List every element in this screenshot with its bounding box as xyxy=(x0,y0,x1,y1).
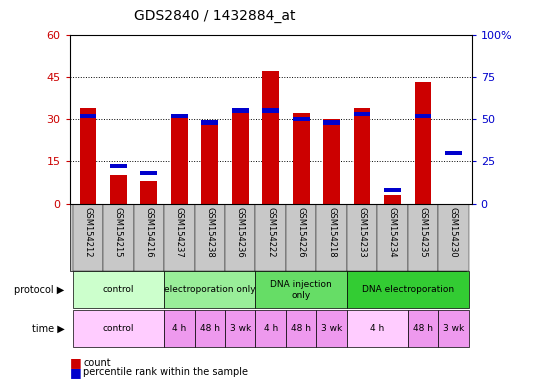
Text: GSM154235: GSM154235 xyxy=(419,207,427,258)
Bar xyxy=(347,310,408,347)
Text: 4 h: 4 h xyxy=(264,324,278,333)
Bar xyxy=(133,204,164,271)
Text: 4 h: 4 h xyxy=(370,324,384,333)
Text: GSM154222: GSM154222 xyxy=(266,207,275,257)
Bar xyxy=(347,271,468,308)
Bar xyxy=(293,117,309,121)
Text: 48 h: 48 h xyxy=(291,324,311,333)
Bar xyxy=(256,204,286,271)
Text: percentile rank within the sample: percentile rank within the sample xyxy=(83,367,248,377)
Text: GSM154215: GSM154215 xyxy=(114,207,123,257)
Bar xyxy=(202,120,218,124)
Bar xyxy=(110,164,127,169)
Bar xyxy=(377,204,408,271)
Bar xyxy=(316,204,347,271)
Bar xyxy=(408,310,438,347)
Bar xyxy=(286,310,316,347)
Bar xyxy=(316,310,347,347)
Bar xyxy=(256,271,347,308)
Bar xyxy=(354,108,370,204)
Bar xyxy=(262,109,279,113)
Text: 48 h: 48 h xyxy=(200,324,220,333)
Bar xyxy=(171,116,188,204)
Bar xyxy=(323,120,340,124)
Bar xyxy=(73,204,103,271)
Text: GSM154226: GSM154226 xyxy=(296,207,306,258)
Text: GSM154218: GSM154218 xyxy=(327,207,336,258)
Bar xyxy=(384,188,401,192)
Bar xyxy=(103,204,133,271)
Text: GSM154212: GSM154212 xyxy=(84,207,92,257)
Bar xyxy=(79,114,96,118)
Bar xyxy=(195,310,225,347)
Text: GSM154234: GSM154234 xyxy=(388,207,397,258)
Text: ■: ■ xyxy=(70,366,81,379)
Bar xyxy=(347,204,377,271)
Text: 3 wk: 3 wk xyxy=(321,324,342,333)
Bar xyxy=(110,175,127,204)
Text: GSM154230: GSM154230 xyxy=(449,207,458,258)
Bar xyxy=(293,113,309,204)
Text: count: count xyxy=(83,358,111,368)
Text: control: control xyxy=(103,285,134,295)
Text: GSM154216: GSM154216 xyxy=(144,207,153,258)
Text: protocol ▶: protocol ▶ xyxy=(14,285,64,295)
Text: 4 h: 4 h xyxy=(172,324,187,333)
Text: GSM154233: GSM154233 xyxy=(358,207,367,258)
Text: DNA injection
only: DNA injection only xyxy=(270,280,332,300)
Bar xyxy=(256,310,286,347)
Text: control: control xyxy=(103,324,134,333)
Bar xyxy=(384,195,401,204)
Bar xyxy=(414,114,431,118)
Bar xyxy=(225,310,256,347)
Bar xyxy=(445,151,462,155)
Bar xyxy=(262,71,279,204)
Bar xyxy=(286,204,316,271)
Bar xyxy=(354,112,370,116)
Bar xyxy=(164,271,256,308)
Bar xyxy=(171,114,188,118)
Text: GSM154238: GSM154238 xyxy=(205,207,214,258)
Bar xyxy=(202,122,218,204)
Bar xyxy=(73,271,164,308)
Bar xyxy=(140,181,157,204)
Text: 3 wk: 3 wk xyxy=(443,324,464,333)
Bar xyxy=(225,204,256,271)
Text: GSM154236: GSM154236 xyxy=(236,207,245,258)
Bar xyxy=(438,204,468,271)
Bar xyxy=(408,204,438,271)
Text: ■: ■ xyxy=(70,356,81,369)
Bar xyxy=(438,310,468,347)
Bar xyxy=(414,83,431,204)
Bar xyxy=(73,310,164,347)
Bar xyxy=(140,171,157,175)
Bar xyxy=(232,109,249,113)
Bar xyxy=(79,108,96,204)
Text: 3 wk: 3 wk xyxy=(229,324,251,333)
Bar xyxy=(164,204,195,271)
Text: 48 h: 48 h xyxy=(413,324,433,333)
Text: DNA electroporation: DNA electroporation xyxy=(362,285,454,295)
Text: GSM154237: GSM154237 xyxy=(175,207,184,258)
Bar xyxy=(195,204,225,271)
Bar xyxy=(232,108,249,204)
Text: time ▶: time ▶ xyxy=(32,323,64,333)
Text: electroporation only: electroporation only xyxy=(164,285,256,295)
Text: GDS2840 / 1432884_at: GDS2840 / 1432884_at xyxy=(133,9,295,23)
Bar xyxy=(164,310,195,347)
Bar xyxy=(323,119,340,204)
